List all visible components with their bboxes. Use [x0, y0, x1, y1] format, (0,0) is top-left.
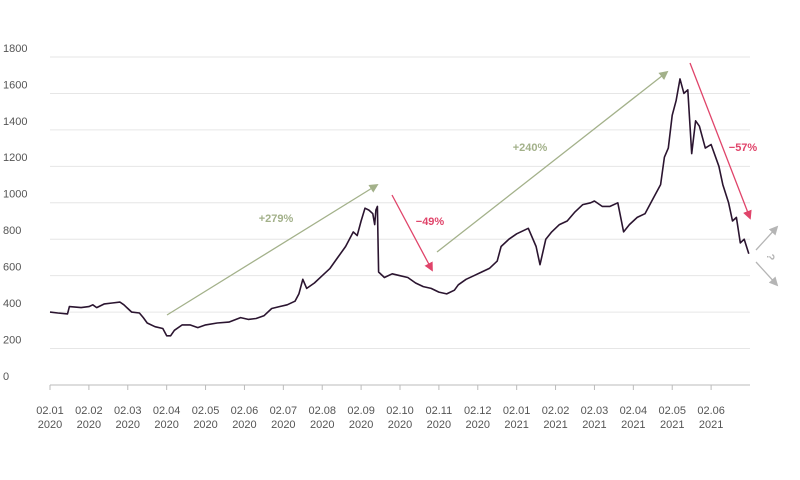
- x-tick-label: 02.04 2020: [153, 405, 181, 431]
- y-tick-label: 800: [3, 225, 21, 237]
- y-tick-label: 400: [3, 298, 21, 310]
- x-tick-label: 02.08 2020: [308, 405, 336, 431]
- annotation-arrow: [755, 261, 779, 287]
- x-tick-label: 02.06 2021: [697, 405, 725, 431]
- x-tick-label: 02.03 2020: [114, 405, 142, 431]
- annotation-label: +279%: [259, 213, 294, 225]
- x-tick-label: 02.03 2021: [581, 405, 609, 431]
- y-tick-label: 200: [3, 334, 21, 346]
- y-tick-label: 600: [3, 262, 21, 274]
- annotation-label: ?: [764, 254, 776, 261]
- annotation-label: −49%: [416, 216, 445, 228]
- x-tick-label: 02.05 2021: [658, 405, 686, 431]
- annotation-label: −57%: [729, 142, 758, 154]
- x-tick-label: 02.09 2020: [347, 405, 375, 431]
- x-tick-label: 02.02 2021: [542, 405, 570, 431]
- annotation-arrow: [689, 62, 752, 220]
- y-tick-label: 1000: [3, 189, 27, 201]
- annotation-arrow: [391, 194, 433, 272]
- y-tick-label: 1800: [3, 43, 27, 55]
- y-tick-label: 1400: [3, 116, 27, 128]
- annotation-arrow: [436, 70, 669, 253]
- annotation-label: +240%: [513, 142, 548, 154]
- x-tick-label: 02.07 2020: [270, 405, 298, 431]
- y-tick-label: 1200: [3, 152, 27, 164]
- x-tick-label: 02.11 2020: [426, 405, 453, 431]
- x-tick-label: 02.01 2020: [36, 405, 64, 431]
- annotation-arrow: [166, 184, 379, 316]
- y-tick-label: 1600: [3, 79, 27, 91]
- x-tick-label: 02.05 2020: [192, 405, 220, 431]
- annotation-arrow: [755, 225, 779, 251]
- price-line: [49, 78, 750, 337]
- x-tick-label: 02.12 2020: [464, 405, 492, 431]
- x-tick-label: 02.10 2020: [386, 405, 414, 431]
- y-tick-label: 0: [3, 371, 9, 383]
- x-tick-label: 02.02 2020: [75, 405, 103, 431]
- x-tick-label: 02.01 2021: [503, 405, 531, 431]
- x-tick-label: 02.04 2021: [620, 405, 648, 431]
- x-tick-label: 02.06 2020: [231, 405, 259, 431]
